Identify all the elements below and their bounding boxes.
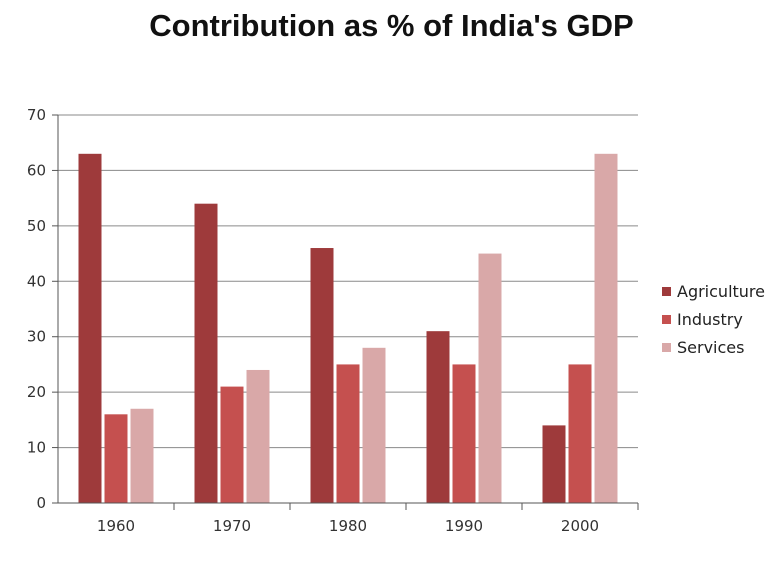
bar-agriculture-2000 [542, 425, 566, 503]
legend-swatch-services [662, 343, 671, 352]
y-tick-label: 10 [27, 439, 46, 457]
y-tick-label: 60 [27, 161, 46, 179]
bar-agriculture-1990 [426, 331, 450, 503]
x-tick-label: 1960 [97, 517, 135, 535]
axes [57, 115, 639, 510]
x-tick-label: 1980 [329, 517, 367, 535]
bar-services-1970 [246, 369, 270, 503]
bar-services-1990 [478, 253, 502, 503]
bars [78, 153, 618, 504]
bar-industry-2000 [568, 364, 592, 503]
chart-title: Contribution as % of India's GDP [149, 8, 634, 43]
y-tick-label: 30 [27, 328, 46, 346]
legend-label-agriculture: Agriculture [677, 282, 765, 301]
y-tick-label: 0 [36, 494, 46, 512]
x-tick-labels: 1960 1970 1980 1990 2000 [97, 517, 599, 535]
legend-label-industry: Industry [677, 310, 743, 329]
legend-swatch-industry [662, 315, 671, 324]
bar-industry-1980 [336, 364, 360, 503]
bar-services-1980 [362, 347, 386, 503]
y-tick-labels: 0 10 20 30 40 50 60 70 [27, 106, 46, 512]
legend-swatch-agriculture [662, 287, 671, 296]
bar-agriculture-1970 [194, 203, 218, 503]
x-tick-label: 2000 [561, 517, 599, 535]
bar-industry-1970 [220, 386, 244, 503]
bar-agriculture-1960 [78, 153, 102, 504]
bar-services-2000 [594, 153, 618, 504]
y-tick-label: 70 [27, 106, 46, 124]
y-tick-label: 20 [27, 383, 46, 401]
legend-label-services: Services [677, 338, 744, 357]
legend: Agriculture Industry Services [662, 282, 765, 357]
bar-services-1960 [130, 408, 154, 503]
y-tick-label: 50 [27, 217, 46, 235]
y-tick-label: 40 [27, 272, 46, 290]
bar-industry-1990 [452, 364, 476, 503]
bar-industry-1960 [104, 414, 128, 503]
bar-agriculture-1980 [310, 248, 334, 503]
x-tick-label: 1990 [445, 517, 483, 535]
x-tick-label: 1970 [213, 517, 251, 535]
